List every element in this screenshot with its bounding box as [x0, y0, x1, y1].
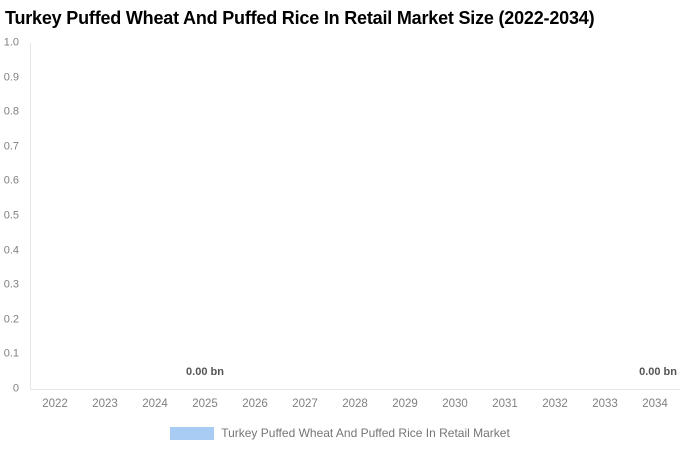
y-axis-tick-label: 0.1 [3, 347, 19, 360]
y-axis-tick-label: 1.0 [3, 36, 19, 49]
y-axis-tick-label: 0.3 [3, 278, 19, 291]
x-axis-tick-label: 2029 [392, 398, 418, 410]
x-axis-tick-label: 2034 [642, 398, 668, 410]
legend-label: Turkey Puffed Wheat And Puffed Rice In R… [221, 426, 510, 440]
y-axis-tick-label: 0.6 [3, 174, 19, 187]
chart-title: Turkey Puffed Wheat And Puffed Rice In R… [5, 8, 595, 28]
x-axis-tick-label: 2030 [442, 398, 468, 410]
x-axis-tick-label: 2025 [192, 398, 218, 410]
x-axis-tick-label: 2022 [42, 398, 68, 410]
data-label: 0.00 bn [639, 366, 677, 378]
x-axis-tick-label: 2027 [292, 398, 318, 410]
x-axis-tick-label: 2026 [242, 398, 268, 410]
x-axis-tick-label: 2031 [492, 398, 518, 410]
y-axis-tick-label: 0.8 [3, 105, 19, 118]
y-axis-tick-label: 0.2 [3, 313, 19, 326]
y-axis-tick-label: 0.5 [3, 209, 19, 222]
x-axis-tick-label: 2032 [542, 398, 568, 410]
y-axis-tick-label: 0.4 [3, 244, 19, 257]
legend-item[interactable]: Turkey Puffed Wheat And Puffed Rice In R… [170, 426, 510, 440]
y-axis-tick-label: 0.7 [3, 140, 19, 153]
chart-legend: Turkey Puffed Wheat And Puffed Rice In R… [0, 426, 680, 440]
x-axis-tick-label: 2028 [342, 398, 368, 410]
data-label: 0.00 bn [186, 366, 224, 378]
x-axis-tick-label: 2024 [142, 398, 168, 410]
legend-swatch-icon [170, 426, 215, 440]
y-axis-tick-label: 0 [12, 382, 19, 395]
y-axis-tick-label: 0.9 [3, 71, 19, 84]
x-axis-tick-label: 2023 [92, 398, 118, 410]
x-axis-line [30, 389, 680, 390]
x-axis-tick-label: 2033 [592, 398, 618, 410]
y-axis-line [30, 43, 31, 389]
